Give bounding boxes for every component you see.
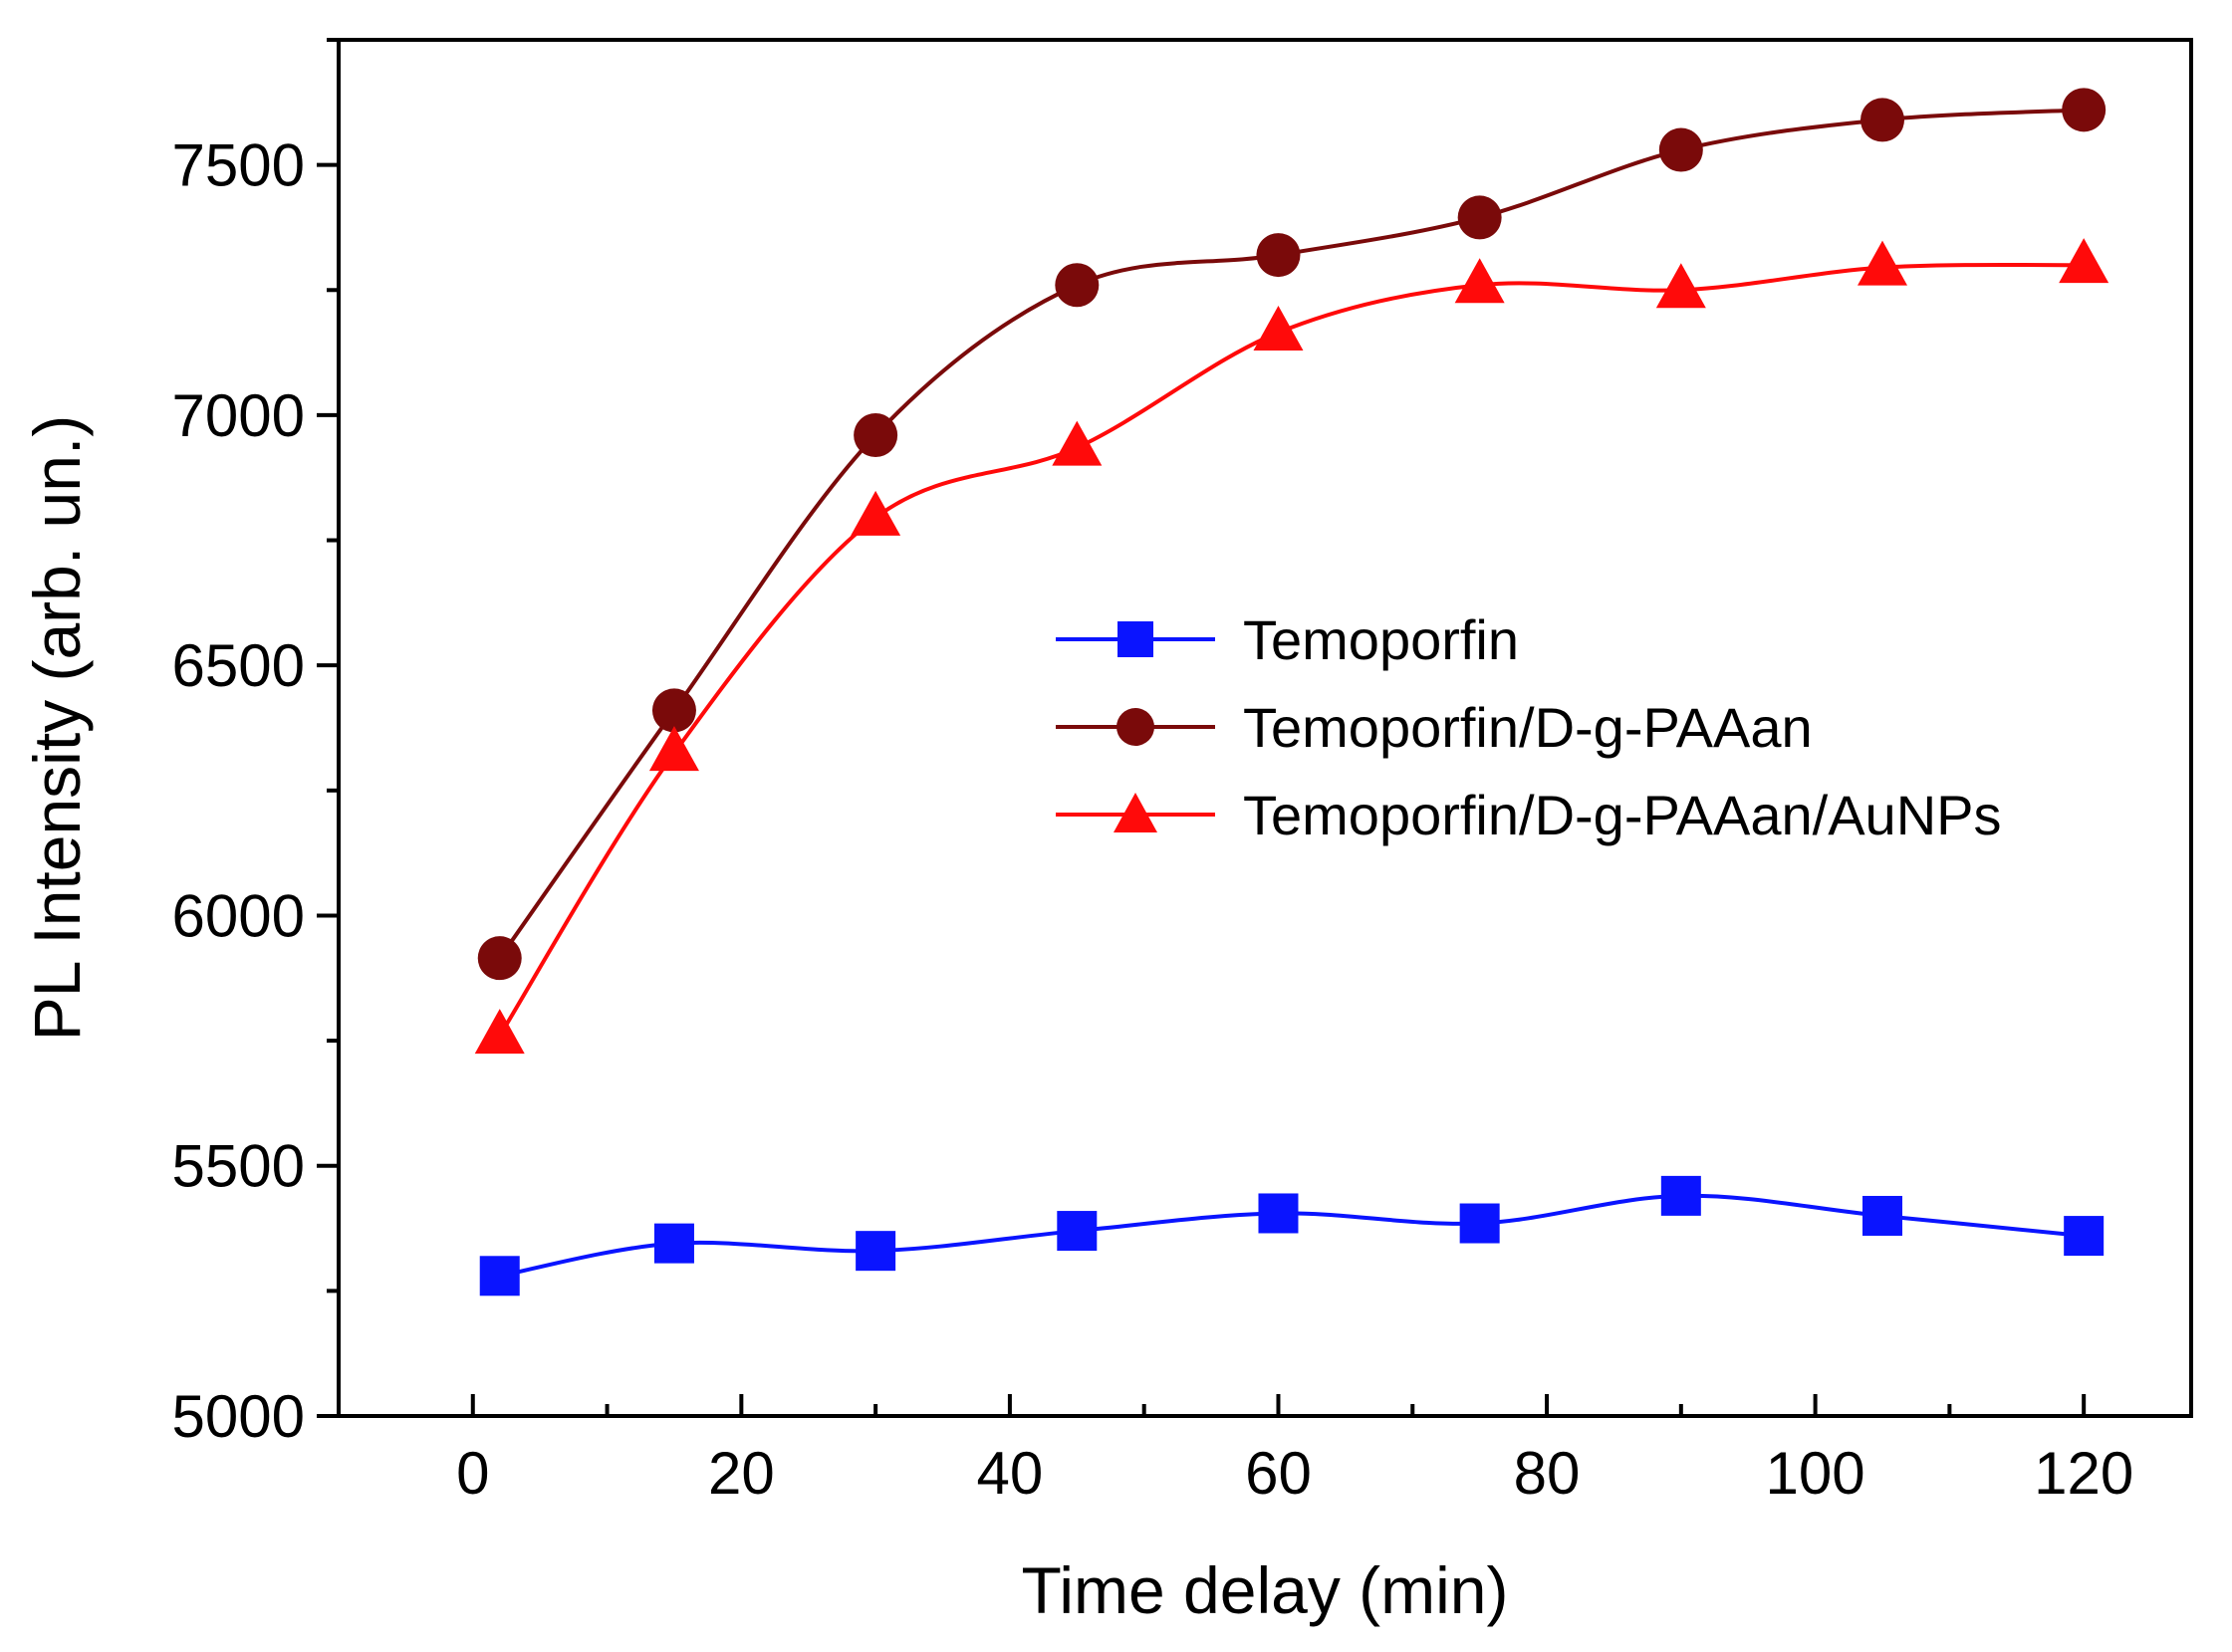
data-point-temoporfin-d-g-paaan-aunps [1253, 305, 1304, 351]
data-point-temoporfin-d-g-paaan-aunps [648, 726, 699, 772]
x-tick-label: 20 [708, 1440, 775, 1507]
x-tick-label: 60 [1245, 1440, 1312, 1507]
y-tick-label: 7000 [172, 382, 305, 449]
data-point-temoporfin [1862, 1195, 1902, 1236]
data-point-temoporfin-d-g-paaan [1457, 195, 1502, 240]
series-markers [474, 88, 2109, 1297]
x-tick-label: 120 [2034, 1440, 2133, 1507]
y-tick-label: 6500 [172, 632, 305, 699]
y-tick-label: 7500 [172, 132, 305, 199]
data-point-temoporfin [2064, 1216, 2105, 1257]
y-tick-label: 5000 [172, 1383, 305, 1450]
legend-item-temoporfin-d-g-paaan-aunps: Temoporfin/D-g-PAAan/AuNPs [1056, 784, 2002, 846]
data-point-temoporfin [1459, 1203, 1500, 1244]
legend: Temoporfin Temoporfin/D-g-PAAan Temoporf… [1056, 608, 2002, 846]
data-point-temoporfin-d-g-paaan-aunps [1052, 420, 1103, 466]
plot-frame [337, 38, 2193, 1418]
data-point-temoporfin-d-g-paaan-aunps [474, 1009, 525, 1055]
legend-label-temoporfin-d-g-paaan-aunps: Temoporfin/D-g-PAAan/AuNPs [1243, 784, 2002, 846]
x-axis-title: Time delay (min) [1022, 1553, 1509, 1627]
legend-label-temoporfin-d-g-paaan: Temoporfin/D-g-PAAan [1243, 696, 1813, 759]
series-line-temoporfin-d-g-paaan-aunps [498, 262, 2085, 1038]
legend-item-temoporfin: Temoporfin [1056, 608, 1519, 671]
x-tick-label: 100 [1766, 1440, 1865, 1507]
data-point-temoporfin-d-g-paaan [1256, 233, 1301, 278]
data-point-temoporfin-d-g-paaan [651, 688, 696, 733]
legend-label-temoporfin: Temoporfin [1243, 608, 1519, 671]
data-point-temoporfin-d-g-paaan [1658, 127, 1703, 172]
data-point-temoporfin [1660, 1175, 1701, 1216]
legend-item-temoporfin-d-g-paaan: Temoporfin/D-g-PAAan [1056, 696, 1813, 759]
x-tick-label: 0 [456, 1440, 489, 1507]
x-tick-label: 40 [977, 1440, 1044, 1507]
data-point-temoporfin [856, 1231, 896, 1272]
legend-marker-temoporfin-d-g-paaan [1116, 708, 1154, 746]
data-point-temoporfin-d-g-paaan-aunps [2059, 238, 2109, 284]
data-point-temoporfin-d-g-paaan [2062, 88, 2107, 132]
data-point-temoporfin-d-g-paaan-aunps [1655, 263, 1706, 309]
data-point-temoporfin-d-g-paaan [854, 413, 898, 458]
data-point-temoporfin-d-g-paaan [1055, 263, 1100, 308]
data-point-temoporfin [1258, 1193, 1299, 1234]
data-point-temoporfin [653, 1223, 694, 1264]
data-point-temoporfin-d-g-paaan-aunps [851, 490, 901, 536]
legend-marker-temoporfin [1117, 621, 1153, 657]
y-axis-title: PL Intensity (arb. un.) [20, 415, 94, 1042]
series-line-temoporfin-d-g-paaan [498, 108, 2085, 960]
axis-ticks: 0 20 40 60 80 100 120 5000 5500 6000 6500 7000 7500 [172, 38, 2133, 1507]
data-point-temoporfin [479, 1256, 520, 1297]
data-point-temoporfin [1057, 1211, 1098, 1252]
x-tick-label: 80 [1514, 1440, 1581, 1507]
y-tick-label: 6000 [172, 882, 305, 949]
data-point-temoporfin-d-g-paaan [477, 936, 522, 981]
legend-marker-temoporfin-d-g-paaan-aunps [1114, 793, 1157, 832]
data-point-temoporfin-d-g-paaan [1860, 98, 1904, 142]
data-point-temoporfin-d-g-paaan-aunps [1454, 258, 1505, 304]
y-tick-label: 5500 [172, 1133, 305, 1200]
data-point-temoporfin-d-g-paaan-aunps [1858, 240, 1907, 286]
